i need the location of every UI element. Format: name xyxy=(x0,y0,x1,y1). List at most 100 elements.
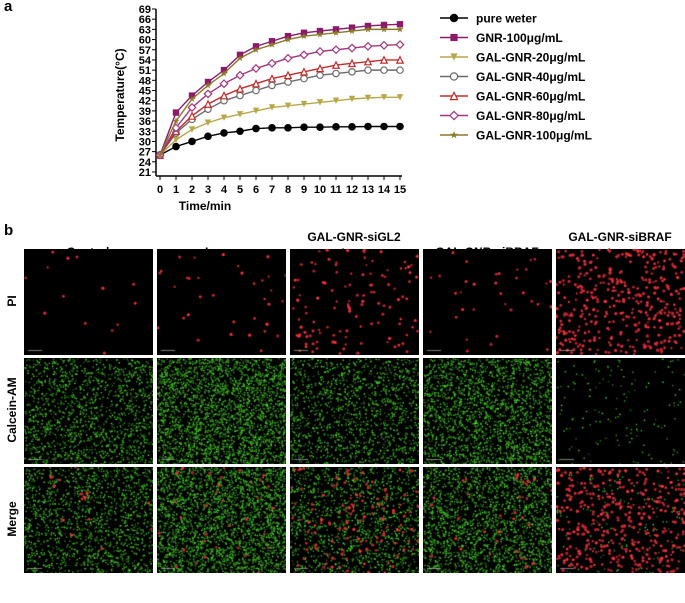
legend-item: GAL-GNR-100μg/mL xyxy=(440,129,592,143)
data-point xyxy=(268,124,276,132)
micrograph xyxy=(157,467,286,573)
x-tick-label: 12 xyxy=(346,184,358,196)
data-point xyxy=(268,40,276,48)
data-point xyxy=(379,40,389,50)
y-tick-label: 27 xyxy=(139,147,151,159)
data-point xyxy=(380,94,388,101)
x-tick-label: 11 xyxy=(330,184,342,196)
x-tick-label: 3 xyxy=(205,184,211,196)
data-point xyxy=(236,91,244,100)
data-point xyxy=(316,123,324,131)
data-point xyxy=(315,63,325,73)
y-tick-label: 54 xyxy=(139,55,152,67)
y-tick-label: 24 xyxy=(139,157,152,169)
data-point xyxy=(156,151,164,159)
data-point xyxy=(332,28,340,36)
data-point xyxy=(380,66,388,74)
data-point xyxy=(380,25,388,33)
y-tick-label: 30 xyxy=(139,136,151,148)
panel-a-letter: a xyxy=(4,0,13,15)
data-point xyxy=(252,86,260,95)
micrograph xyxy=(556,249,685,355)
legend-item: pure weter xyxy=(440,12,537,26)
micrograph xyxy=(24,249,153,355)
legend-label: GAL-GNR-80μg/mL xyxy=(476,109,585,123)
y-tick-label: 60 xyxy=(139,35,151,47)
micrograph-canvas xyxy=(290,467,419,573)
data-point xyxy=(364,122,372,131)
data-point xyxy=(316,30,324,38)
data-point xyxy=(251,79,261,88)
micrograph xyxy=(423,249,552,355)
micrograph xyxy=(423,358,552,464)
data-point xyxy=(395,40,405,50)
data-point xyxy=(268,81,276,90)
data-point xyxy=(172,117,180,125)
data-point xyxy=(251,63,261,73)
legend-label: pure weter xyxy=(476,12,537,26)
data-point xyxy=(449,13,459,23)
data-point xyxy=(172,142,180,151)
micrograph xyxy=(290,249,419,355)
micrograph-canvas xyxy=(24,467,153,573)
column-header-line1: GAL-GNR-siBRAF xyxy=(568,230,672,244)
x-tick-label: 13 xyxy=(362,184,374,196)
data-point xyxy=(315,46,325,56)
data-point xyxy=(220,69,228,77)
data-point xyxy=(284,102,292,109)
series-line xyxy=(159,59,400,156)
data-point xyxy=(236,111,244,118)
data-point xyxy=(220,129,228,137)
y-axis-label: Temperature(°C) xyxy=(113,48,127,141)
y-tick-label: 48 xyxy=(139,75,151,87)
data-point xyxy=(235,70,245,80)
data-point xyxy=(204,132,212,141)
data-point xyxy=(449,72,459,81)
data-point xyxy=(379,55,389,64)
y-tick-label: 45 xyxy=(139,86,151,98)
legend-label: GAL-GNR-40μg/mL xyxy=(476,70,585,84)
data-point xyxy=(347,58,357,68)
data-point xyxy=(172,109,180,116)
x-tick-label: 14 xyxy=(378,184,391,196)
data-point xyxy=(204,81,212,89)
micrograph-canvas xyxy=(290,358,419,464)
series-0 xyxy=(156,122,404,159)
micrograph-canvas xyxy=(556,358,685,464)
y-tick-label: 36 xyxy=(139,116,151,128)
data-point xyxy=(395,55,405,64)
x-tick-label: 15 xyxy=(394,184,406,196)
series-line xyxy=(159,23,401,156)
data-point xyxy=(236,127,244,136)
y-tick-label: 66 xyxy=(139,14,151,26)
micrograph xyxy=(290,358,419,464)
micrograph xyxy=(556,467,685,573)
data-point xyxy=(252,124,260,133)
series-line xyxy=(159,96,400,156)
data-point xyxy=(172,136,180,143)
row-header: PI xyxy=(5,295,19,307)
data-point xyxy=(450,53,458,61)
row-header: Merge xyxy=(5,501,19,537)
data-point xyxy=(347,43,357,53)
y-tick-label: 51 xyxy=(139,65,151,77)
data-point xyxy=(332,69,340,78)
data-point xyxy=(300,100,308,108)
data-point xyxy=(348,68,356,76)
data-point xyxy=(284,78,292,86)
micrograph xyxy=(556,358,685,464)
data-point xyxy=(188,126,196,133)
y-tick-label: 57 xyxy=(139,45,151,57)
data-point xyxy=(450,130,458,139)
micrograph xyxy=(290,467,419,573)
x-axis-label: Time/min xyxy=(179,199,231,213)
data-point xyxy=(299,50,309,60)
data-point xyxy=(364,94,372,102)
data-point xyxy=(363,41,373,51)
data-point xyxy=(396,25,404,33)
data-point xyxy=(236,54,244,62)
x-tick-label: 4 xyxy=(221,184,228,196)
legend-item: GAL-GNR-40μg/mL xyxy=(440,70,585,84)
data-point xyxy=(396,94,404,101)
